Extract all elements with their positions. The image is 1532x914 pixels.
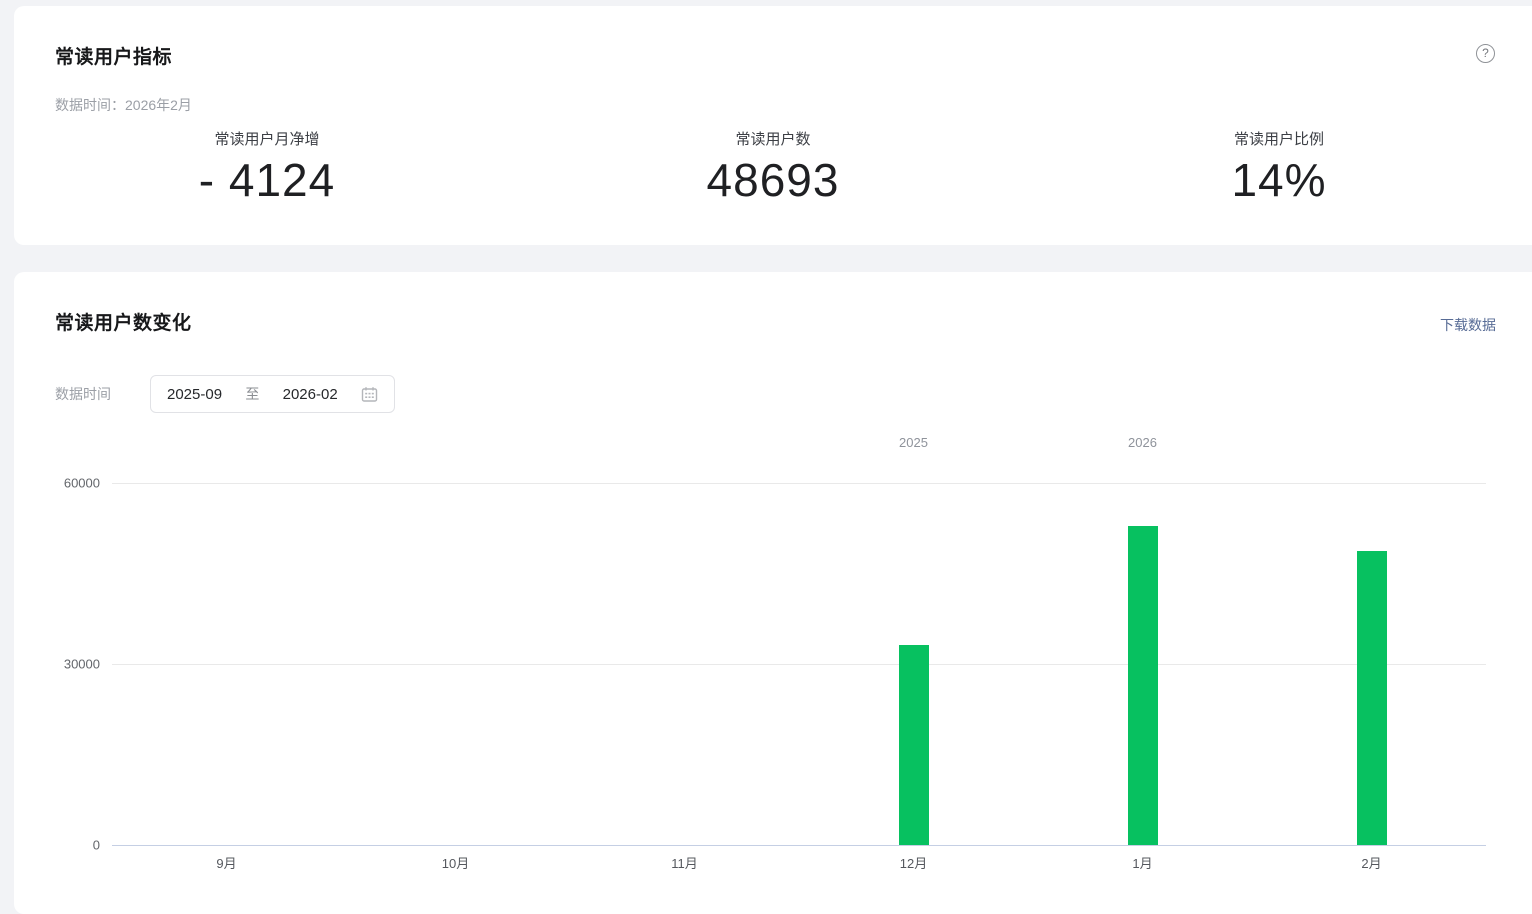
- date-range-label: 数据时间: [55, 386, 111, 402]
- year-label: 2026: [1128, 435, 1157, 450]
- metric-value: 14%: [1231, 154, 1327, 206]
- y-axis-tick: 60000: [63, 475, 100, 491]
- x-axis-line: [112, 845, 1486, 846]
- date-range-start[interactable]: 2025-09: [167, 385, 223, 403]
- chart-bar[interactable]: [898, 644, 929, 845]
- metric-label: 常读用户比例: [1233, 131, 1324, 148]
- chart-bar[interactable]: [1356, 551, 1387, 845]
- calendar-icon: [361, 386, 378, 403]
- y-axis-tick: 0: [92, 837, 100, 853]
- chart-card: 常读用户数变化 下载数据 数据时间 2025-09 至 2026-02 0 300…: [14, 272, 1532, 914]
- x-axis-tick: 10月: [441, 856, 470, 871]
- metric-value: 48693: [706, 154, 840, 206]
- bar-chart: 0 30000 60000 9月 10月 11月 12月 1月 2月 2025 2026: [14, 423, 1532, 883]
- year-label: 2025: [899, 435, 928, 450]
- x-axis-tick: 2月: [1361, 856, 1382, 871]
- x-axis-tick: 1月: [1132, 856, 1153, 871]
- gridline: [112, 664, 1486, 665]
- metrics-card: 常读用户指标 ? 数据时间：2026年2月 常读用户月净增 - 4124 常读用…: [14, 6, 1532, 245]
- y-axis-tick: 30000: [63, 656, 100, 672]
- help-icon[interactable]: ?: [1476, 44, 1495, 63]
- chart-bar[interactable]: [1127, 526, 1158, 845]
- metrics-row: 常读用户月净增 - 4124 常读用户数 48693 常读用户比例 14%: [14, 128, 1532, 207]
- x-axis-tick: 12月: [899, 856, 928, 871]
- chart-card-title: 常读用户数变化: [55, 313, 192, 334]
- metric-label: 常读用户数: [735, 131, 811, 148]
- x-axis-tick: 11月: [671, 856, 698, 871]
- x-axis-tick: 9月: [216, 856, 237, 871]
- metric-monthly-net-change: 常读用户月净增 - 4124: [14, 128, 520, 207]
- date-range-end[interactable]: 2026-02: [282, 385, 338, 403]
- metric-regular-readers-count: 常读用户数 48693: [520, 128, 1026, 207]
- metric-regular-readers-ratio: 常读用户比例 14%: [1026, 128, 1532, 207]
- metrics-data-time: 数据时间：2026年2月: [55, 97, 192, 113]
- metric-label: 常读用户月净增: [214, 131, 320, 148]
- metrics-card-title: 常读用户指标: [55, 47, 173, 68]
- date-range-row: 数据时间 2025-09 至 2026-02: [14, 375, 1532, 413]
- gridline: [112, 483, 1486, 484]
- metric-value: - 4124: [198, 154, 336, 206]
- download-data-link[interactable]: 下载数据: [1440, 317, 1496, 333]
- date-range-separator: 至: [245, 386, 260, 402]
- date-range-picker[interactable]: 2025-09 至 2026-02: [150, 375, 395, 413]
